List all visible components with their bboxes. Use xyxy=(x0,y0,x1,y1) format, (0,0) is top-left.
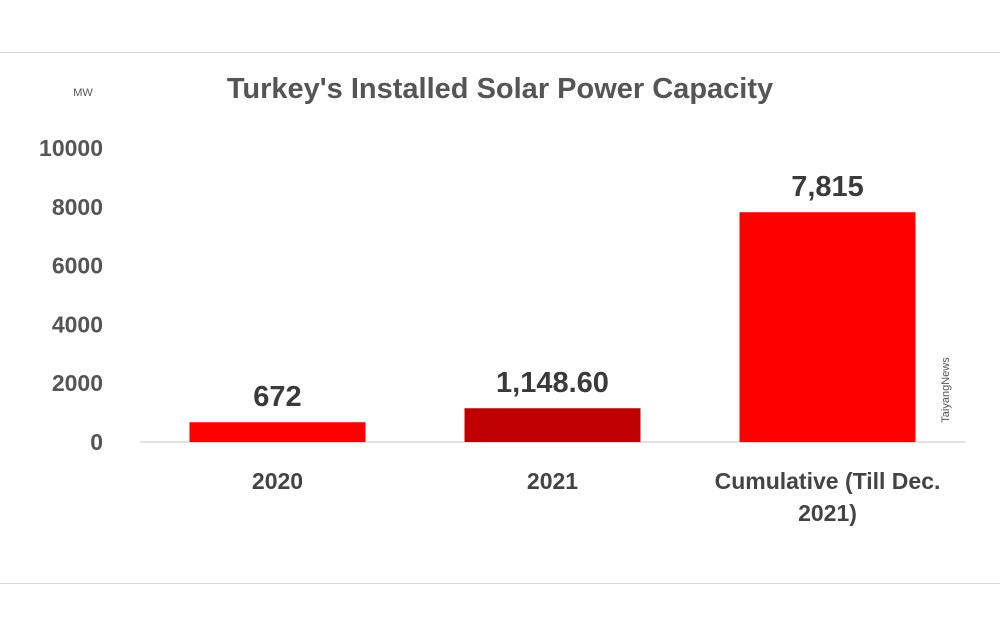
watermark-text: TaiyangNews xyxy=(940,357,952,423)
bar xyxy=(189,422,366,442)
y-tick-label: 10000 xyxy=(39,135,103,161)
y-tick-label: 4000 xyxy=(52,311,103,337)
bar xyxy=(464,408,641,442)
x-category-label: 2020 xyxy=(252,468,303,494)
y-tick-label: 2000 xyxy=(52,370,103,396)
y-axis-unit-label: MW xyxy=(73,87,93,99)
data-label: 7,815 xyxy=(791,171,864,203)
x-category-label: Cumulative (Till Dec. 2021) xyxy=(715,468,941,526)
chart-frame xyxy=(0,52,1000,584)
data-label: 672 xyxy=(253,381,301,413)
y-tick-label: 6000 xyxy=(52,253,103,279)
chart-title: Turkey's Installed Solar Power Capacity xyxy=(227,73,773,105)
y-tick-label: 0 xyxy=(90,429,103,455)
x-category-label: 2021 xyxy=(527,468,578,494)
y-tick-label: 8000 xyxy=(52,194,103,220)
data-label: 1,148.60 xyxy=(496,367,609,399)
bar xyxy=(739,212,916,442)
